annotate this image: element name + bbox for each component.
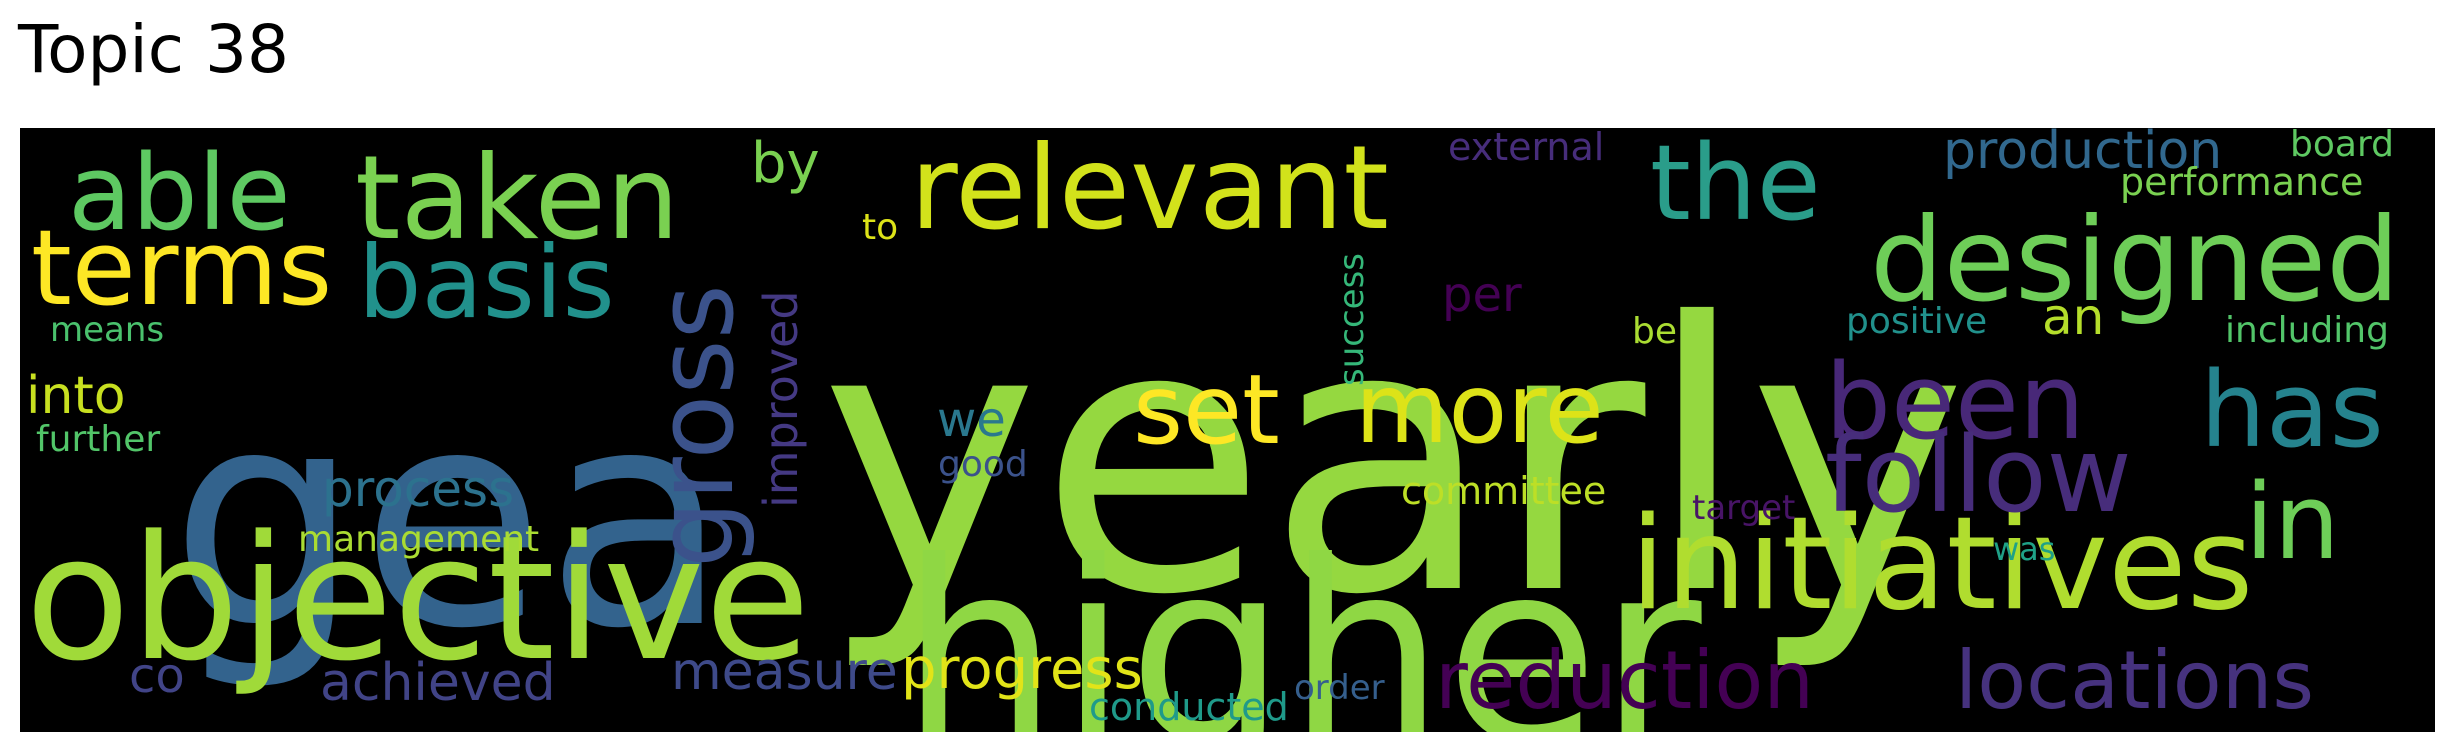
- word-progress: progress: [901, 637, 1143, 702]
- word-terms: terms: [31, 207, 332, 329]
- word-gea: gea: [170, 345, 729, 694]
- word-has: has: [2200, 349, 2384, 471]
- word-objective: objective: [25, 498, 810, 699]
- word-by: by: [751, 131, 820, 196]
- word-we: we: [937, 392, 1006, 448]
- word-set: set: [1133, 354, 1280, 466]
- word-gross: gross: [634, 284, 757, 568]
- word-the: the: [1650, 128, 1821, 244]
- word-order: order: [1294, 668, 1385, 708]
- word-board: board: [2290, 128, 2394, 165]
- word-reduction: reduction: [1435, 634, 1814, 727]
- word-to: to: [862, 207, 898, 248]
- word-designed: designed: [1870, 193, 2400, 328]
- word-was: was: [1993, 530, 2055, 568]
- word-conducted: conducted: [1089, 685, 1289, 729]
- word-success: success: [1332, 253, 1372, 386]
- word-initiatives: initiatives: [1630, 490, 2253, 639]
- word-per: per: [1442, 267, 1522, 323]
- word-means: means: [50, 310, 164, 350]
- word-co: co: [129, 648, 185, 704]
- word-be: be: [1632, 311, 1677, 352]
- wordcloud-svg: yearly gea higher objective initiatives relev…: [25, 128, 2400, 732]
- word-improved: improved: [754, 290, 808, 508]
- word-locations: locations: [1955, 634, 2314, 727]
- word-taken: taken: [355, 131, 680, 266]
- word-higher: higher: [900, 508, 1702, 732]
- word-process: process: [322, 460, 514, 518]
- word-relevant: relevant: [910, 128, 1389, 256]
- word-target: target: [1692, 488, 1795, 528]
- word-good: good: [938, 444, 1028, 485]
- wordcloud-canvas: yearly gea higher objective initiatives relev…: [20, 128, 2435, 732]
- word-external: external: [1448, 128, 1604, 169]
- word-more: more: [1355, 353, 1604, 465]
- word-management: management: [298, 519, 539, 560]
- word-committee: committee: [1401, 469, 1606, 513]
- word-measure: measure: [671, 642, 898, 702]
- word-achieved: achieved: [320, 653, 556, 713]
- word-in: in: [2245, 461, 2340, 583]
- word-further: further: [36, 419, 160, 460]
- word-been: been: [1825, 341, 2085, 463]
- word-production: production: [1943, 128, 2222, 181]
- word-including: including: [2225, 310, 2389, 351]
- word-positive: positive: [1846, 301, 1987, 342]
- word-follow: follow: [1825, 414, 2132, 536]
- word-performance: performance: [2120, 160, 2363, 204]
- word-into: into: [26, 366, 126, 426]
- word-basis: basis: [358, 224, 615, 341]
- word-able: able: [68, 132, 291, 254]
- word-yearly: yearly: [820, 246, 1967, 676]
- figure-title: Topic 38: [18, 11, 289, 88]
- word-an: an: [2042, 288, 2104, 346]
